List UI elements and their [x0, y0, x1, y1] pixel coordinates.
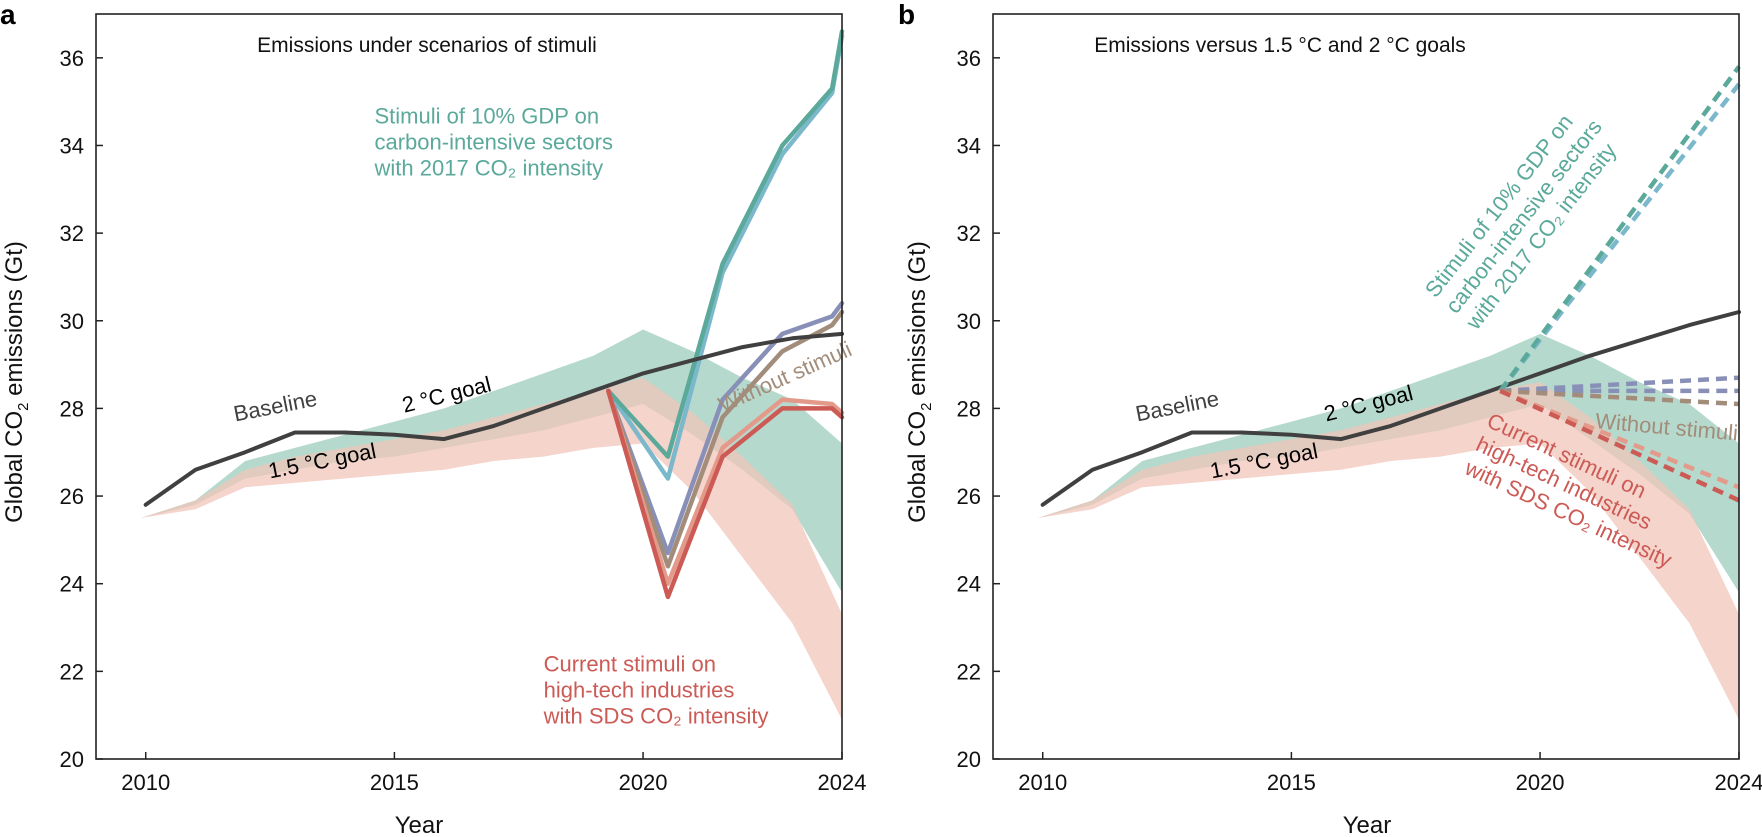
- x-tick-label: 2020: [1516, 770, 1565, 795]
- series-line-5: [606, 388, 845, 600]
- annotation-line: Baseline: [1133, 386, 1221, 427]
- series-line-0: [1040, 310, 1741, 507]
- series-line-2: [1498, 65, 1741, 393]
- y-tick-label: 36: [957, 46, 981, 71]
- series-line-0: [606, 300, 845, 556]
- annotation-line: Current stimuli on: [544, 651, 716, 676]
- y-tick-label: 34: [957, 133, 981, 158]
- y-tick-label: 24: [957, 572, 981, 597]
- annotation-line: Stimuli of 10% GDP on: [375, 104, 600, 129]
- y-tick-label: 28: [957, 396, 981, 421]
- panel-b: b Emissions versus 1.5 °C and 2 °C goals…: [898, 0, 1762, 837]
- annotation-line: with 2017 CO₂ intensity: [374, 156, 604, 181]
- annotation-4: Stimuli of 10% GDP oncarbon-intensive se…: [1419, 99, 1627, 335]
- y-axis-title-sub: 2: [15, 402, 32, 410]
- y-axis-title-b: Global CO2 emissions (Gt): [904, 241, 935, 523]
- y-tick-label: 20: [957, 747, 981, 772]
- x-tick-label: 2020: [619, 770, 668, 795]
- band-1-5c-goal: [140, 377, 843, 720]
- y-tick-label: 30: [60, 309, 84, 334]
- panel-letter-b: b: [898, 0, 915, 30]
- plot-frame: [992, 13, 1740, 760]
- series-lines-a: [143, 29, 845, 600]
- y-axis-title-pre: Global CO: [1, 411, 28, 523]
- y-axis-title-a: Global CO2 emissions (Gt): [1, 241, 32, 523]
- y-axis-title-post: emissions (Gt): [1, 241, 28, 402]
- y-tick-label: 22: [60, 659, 84, 684]
- plot-frame: [95, 13, 843, 760]
- panel-title-b: Emissions versus 1.5 °C and 2 °C goals: [1094, 34, 1466, 57]
- annotation-line: Baseline: [231, 386, 319, 427]
- annotation-line: high-tech industries: [544, 677, 735, 702]
- y-tick-label: 36: [60, 46, 84, 71]
- y-tick-label: 24: [60, 572, 84, 597]
- panel-title-a: Emissions under scenarios of stimuli: [257, 34, 597, 57]
- x-tick-label: 2010: [1018, 770, 1067, 795]
- goal-bands-a: [140, 329, 843, 720]
- y-tick-label: 32: [60, 221, 84, 246]
- x-tick-label: 2024: [818, 770, 867, 795]
- annotation-line: carbon-intensive sectors: [375, 130, 613, 155]
- series-line-5: [1500, 388, 1740, 407]
- x-axis-title-a: Year: [395, 812, 444, 837]
- y-tick-label: 22: [957, 659, 981, 684]
- axes-b: 2010 2015 2020 2024 20 22 24 26 28 30 32 34 36: [957, 13, 1762, 795]
- y-axis-title-sub: 2: [918, 402, 935, 410]
- series-line-7: [1499, 388, 1740, 503]
- x-tick-label: 2010: [121, 770, 170, 795]
- y-tick-label: 20: [60, 747, 84, 772]
- panel-letter-a: a: [0, 0, 16, 30]
- x-tick-label: 2015: [370, 770, 419, 795]
- axes-a: 2010 2015 2020 2024 20 22 24 26 28 30 32 34 36: [60, 13, 867, 795]
- series-line-6: [143, 331, 844, 507]
- x-tick-label: 2015: [1267, 770, 1316, 795]
- annotation-0: Baseline: [231, 386, 319, 427]
- band-2c-goal: [1037, 333, 1739, 593]
- y-tick-label: 34: [60, 133, 84, 158]
- series-line-4: [606, 388, 845, 586]
- annotation-line: with SDS CO₂ intensity: [543, 703, 769, 728]
- series-lines-b: [1040, 65, 1741, 507]
- series-line-3: [606, 29, 845, 459]
- annotation-0: Baseline: [1133, 386, 1221, 427]
- y-tick-label: 26: [957, 484, 981, 509]
- x-tick-label: 2024: [1715, 770, 1762, 795]
- y-tick-label: 28: [60, 396, 84, 421]
- series-line-1: [606, 309, 845, 569]
- y-axis-title-post: emissions (Gt): [904, 241, 931, 402]
- y-axis-title-pre: Global CO: [904, 411, 931, 523]
- goal-bands-b: [1037, 333, 1739, 720]
- panel-a: a Emissions under scenarios of stimuli B…: [0, 0, 866, 837]
- band-1-5c-goal: [1037, 382, 1739, 720]
- y-tick-label: 30: [957, 309, 981, 334]
- y-tick-label: 32: [957, 221, 981, 246]
- y-tick-label: 26: [60, 484, 84, 509]
- x-axis-title-b: Year: [1343, 812, 1392, 837]
